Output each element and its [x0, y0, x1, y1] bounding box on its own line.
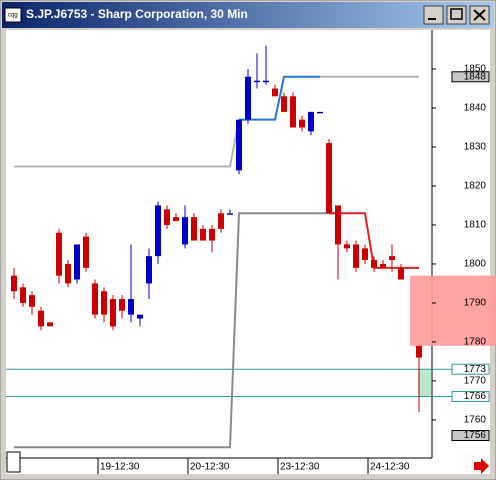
indicator-line: [329, 212, 419, 269]
app-icon-mark: cqg: [8, 13, 18, 19]
candle-body: [200, 228, 206, 241]
minimize-button[interactable]: [423, 5, 444, 25]
zone: [418, 369, 431, 397]
indicator-line: [239, 75, 320, 121]
candle-body: [182, 217, 188, 245]
candle-body: [380, 263, 386, 268]
y-tick-label: 1840: [464, 103, 487, 114]
y-tick-label: 1820: [464, 181, 487, 192]
candle-body: [290, 96, 296, 128]
candle-body: [263, 80, 269, 83]
candle-body: [47, 322, 53, 327]
candle-body: [65, 263, 71, 284]
close-icon: [473, 9, 486, 21]
indicator-line: [14, 212, 338, 449]
time-axis: [6, 458, 490, 474]
price-axis: [432, 30, 490, 458]
candle-body: [29, 295, 35, 307]
candle-body: [317, 111, 323, 114]
candle-body: [101, 291, 107, 315]
candle-body: [353, 244, 359, 268]
price-label-box: [451, 430, 490, 442]
price-label: 1766: [464, 391, 487, 402]
zone: [410, 275, 496, 346]
window-title: S.JP.J6753 - Sharp Corporation, 30 Min: [26, 7, 248, 21]
candle-body: [155, 205, 161, 257]
y-tick-label: 1760: [464, 415, 487, 426]
candle-body: [74, 244, 80, 280]
price-label: 1773: [464, 364, 487, 375]
candle-body: [146, 256, 152, 284]
x-tick-label: 24-12:30: [370, 462, 410, 473]
scroll-arrow[interactable]: [474, 458, 489, 474]
candle-body: [56, 232, 62, 276]
price-label-box: [451, 363, 490, 375]
candle-body: [371, 260, 377, 268]
title-bar: [2, 2, 494, 28]
candle-body: [281, 96, 287, 112]
y-tick-label: 1830: [464, 142, 487, 153]
candle-body: [272, 88, 278, 97]
candle-body: [209, 228, 215, 241]
app-icon: [4, 7, 22, 23]
plot: 1760 1770 1780 1790 1800 1810 1820 1830 1840 1850…: [6, 45, 496, 474]
candle-body: [236, 119, 242, 171]
price-label-box: [451, 391, 490, 403]
candle-body: [38, 310, 44, 327]
candle-body: [299, 119, 305, 128]
price-label: 1756: [464, 430, 487, 441]
candle-body: [335, 205, 341, 245]
candle-body: [344, 244, 350, 249]
candle-body: [227, 213, 233, 215]
candle-body: [245, 76, 251, 120]
candle-body: [218, 213, 224, 229]
y-tick-label: 1810: [464, 220, 487, 231]
candle-body: [110, 299, 116, 327]
scroll-box[interactable]: [6, 451, 21, 473]
candle-body: [326, 143, 332, 214]
candle-body: [92, 283, 98, 315]
candle-body: [254, 80, 260, 83]
price-label-box: [451, 71, 490, 83]
candle-body: [128, 299, 134, 315]
y-tick-label: 1770: [464, 376, 487, 387]
candle-body: [137, 314, 143, 319]
candle-body: [83, 236, 89, 268]
candle-body: [362, 248, 368, 261]
candle-body: [389, 256, 395, 261]
x-tick-label: 20-12:30: [190, 462, 230, 473]
y-tick-label: 1800: [464, 259, 487, 270]
maximize-icon: [450, 8, 463, 20]
candle-body: [164, 209, 170, 225]
candle-body: [173, 217, 179, 222]
candle-body: [191, 217, 197, 241]
candle-body: [11, 275, 17, 292]
x-tick-label: 23-12:30: [280, 462, 320, 473]
plot-area: [6, 30, 432, 458]
y-tick-label: 1790: [464, 298, 487, 309]
window-buttons[interactable]: [423, 5, 490, 25]
x-tick-label: 19-12:30: [100, 462, 140, 473]
candle-body: [416, 345, 422, 358]
y-tick-label: 1780: [464, 337, 487, 348]
candle-body: [398, 267, 404, 280]
candle-body: [308, 111, 314, 132]
y-tick-label: 1850: [464, 64, 487, 75]
price-label: 1848: [464, 71, 487, 82]
candle-body: [119, 299, 125, 311]
candle-body: [20, 287, 26, 303]
